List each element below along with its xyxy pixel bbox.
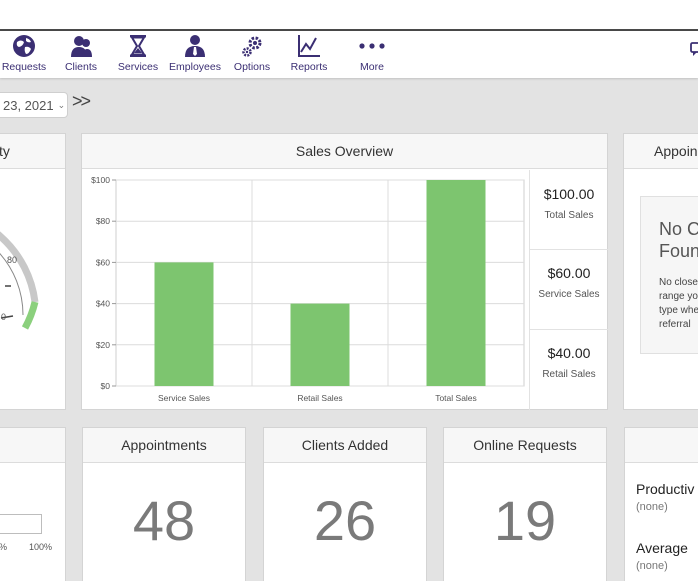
progress-label: 100% bbox=[29, 542, 53, 552]
y-tick-label: $100 bbox=[91, 175, 110, 185]
date-picker[interactable]: 23, 2021 ⌄ bbox=[0, 92, 68, 118]
nav-label: Employees bbox=[169, 61, 221, 73]
metric-retail-sales: $40.00 Retail Sales bbox=[530, 345, 608, 380]
metric-label: Service Sales bbox=[538, 289, 600, 300]
productivity-value: (none) bbox=[636, 501, 668, 513]
nav-label: Clients bbox=[64, 61, 98, 73]
bar-retail-sales bbox=[290, 303, 350, 386]
notice-text: range yo bbox=[659, 291, 698, 302]
metric-value: $40.00 bbox=[547, 345, 591, 361]
metric-value: $100.00 bbox=[543, 186, 595, 202]
online-requests-stat-card: Online Requests 19 bbox=[443, 427, 607, 581]
metric-label: Retail Sales bbox=[542, 369, 596, 380]
nav-label: Services bbox=[117, 61, 159, 73]
y-tick-label: $0 bbox=[101, 381, 111, 391]
progress-bar bbox=[0, 514, 42, 534]
ellipsis-icon bbox=[359, 43, 385, 49]
metric-label: Total Sales bbox=[544, 210, 594, 221]
card-header bbox=[0, 428, 65, 463]
nav-employees[interactable]: Employees bbox=[168, 31, 222, 78]
nav-options[interactable]: Options bbox=[232, 31, 272, 78]
card-title: ty bbox=[0, 143, 10, 159]
capacity-gauge: 80 0 bbox=[0, 231, 39, 330]
y-tick-label: $60 bbox=[96, 257, 110, 267]
card-header bbox=[625, 428, 698, 463]
nav-label: Options bbox=[233, 61, 271, 73]
card-title: Sales Overview bbox=[295, 143, 394, 159]
progress-label: % bbox=[0, 542, 7, 552]
stat-value: 48 bbox=[132, 489, 196, 552]
globe-icon bbox=[13, 35, 35, 57]
nav-more[interactable]: More bbox=[354, 31, 390, 78]
card-title: Online Requests bbox=[473, 437, 577, 453]
x-tick-label: Retail Sales bbox=[297, 393, 342, 403]
appointments-stat-card: Appointments 48 bbox=[82, 427, 246, 581]
gauge-tick-label: 80 bbox=[7, 255, 17, 265]
productivity-label: Productiv bbox=[636, 481, 695, 497]
chat-icon[interactable] bbox=[690, 41, 698, 57]
card-title: Appoin bbox=[654, 143, 698, 159]
metric-total-sales: $100.00 Total Sales bbox=[530, 186, 608, 221]
chevron-down-icon: ⌄ bbox=[57, 99, 66, 110]
date-value: 23, 2021 bbox=[3, 97, 54, 113]
nav-label: More bbox=[360, 61, 384, 73]
nav-label: Reports bbox=[290, 61, 328, 73]
metrics-divider bbox=[529, 170, 530, 410]
stat-value: 26 bbox=[313, 489, 377, 552]
card-title: Appointments bbox=[121, 437, 207, 453]
hourglass-icon bbox=[130, 35, 146, 57]
clients-added-stat-card: Clients Added 26 bbox=[263, 427, 427, 581]
notice-text: type whe bbox=[659, 305, 698, 316]
separator bbox=[530, 329, 608, 330]
nav-reports[interactable]: Reports bbox=[288, 31, 330, 78]
x-tick-label: Total Sales bbox=[435, 393, 477, 403]
average-label: Average bbox=[636, 540, 688, 556]
sales-overview-card: Sales Overview $100 $80 $60 $40 $20 $0 Service… bbox=[81, 133, 608, 410]
sales-metrics-panel: $100.00 Total Sales $60.00 Service Sales… bbox=[530, 170, 608, 410]
productivity-card: Productiv (none) Average (none) bbox=[624, 427, 698, 581]
average-value: (none) bbox=[636, 560, 668, 572]
gauge-tick-label: 0 bbox=[1, 312, 6, 322]
main-navbar: Requests Clients Services Employees bbox=[0, 31, 698, 78]
y-tick-label: $20 bbox=[96, 340, 110, 350]
bar-service-sales bbox=[154, 262, 214, 386]
progress-card: % 100% bbox=[0, 427, 66, 581]
nav-requests[interactable]: Requests bbox=[2, 31, 46, 78]
line-chart-icon bbox=[298, 35, 320, 57]
y-tick-label: $40 bbox=[96, 299, 110, 309]
notice-text: No close bbox=[659, 277, 698, 288]
notice-title: No C bbox=[659, 219, 698, 239]
capacity-card: ty 80 0 bbox=[0, 133, 66, 410]
bar-total-sales bbox=[426, 180, 486, 386]
top-strip bbox=[0, 0, 698, 31]
users-icon bbox=[71, 36, 92, 57]
notice-title: Foun bbox=[659, 241, 698, 261]
nav-clients[interactable]: Clients bbox=[62, 31, 100, 78]
notice-text: referral bbox=[659, 319, 691, 330]
no-appointments-notice: No C Foun No close range yo type whe ref… bbox=[640, 196, 698, 354]
nav-services[interactable]: Services bbox=[116, 31, 160, 78]
appointments-panel: Appoin No C Foun No close range yo type … bbox=[623, 133, 698, 410]
card-title: Clients Added bbox=[301, 437, 389, 453]
metric-value: $60.00 bbox=[547, 265, 591, 281]
sales-bar-chart: $100 $80 $60 $40 $20 $0 Service Sales Retail Sa… bbox=[91, 175, 525, 403]
nav-label: Requests bbox=[1, 61, 47, 73]
employee-icon bbox=[185, 35, 205, 57]
y-tick-label: $80 bbox=[96, 216, 110, 226]
gears-icon bbox=[242, 36, 262, 57]
stat-value: 19 bbox=[493, 489, 557, 552]
x-tick-label: Service Sales bbox=[158, 393, 210, 403]
next-date-button[interactable]: >> bbox=[72, 91, 91, 111]
separator bbox=[530, 249, 608, 250]
metric-service-sales: $60.00 Service Sales bbox=[530, 265, 608, 300]
